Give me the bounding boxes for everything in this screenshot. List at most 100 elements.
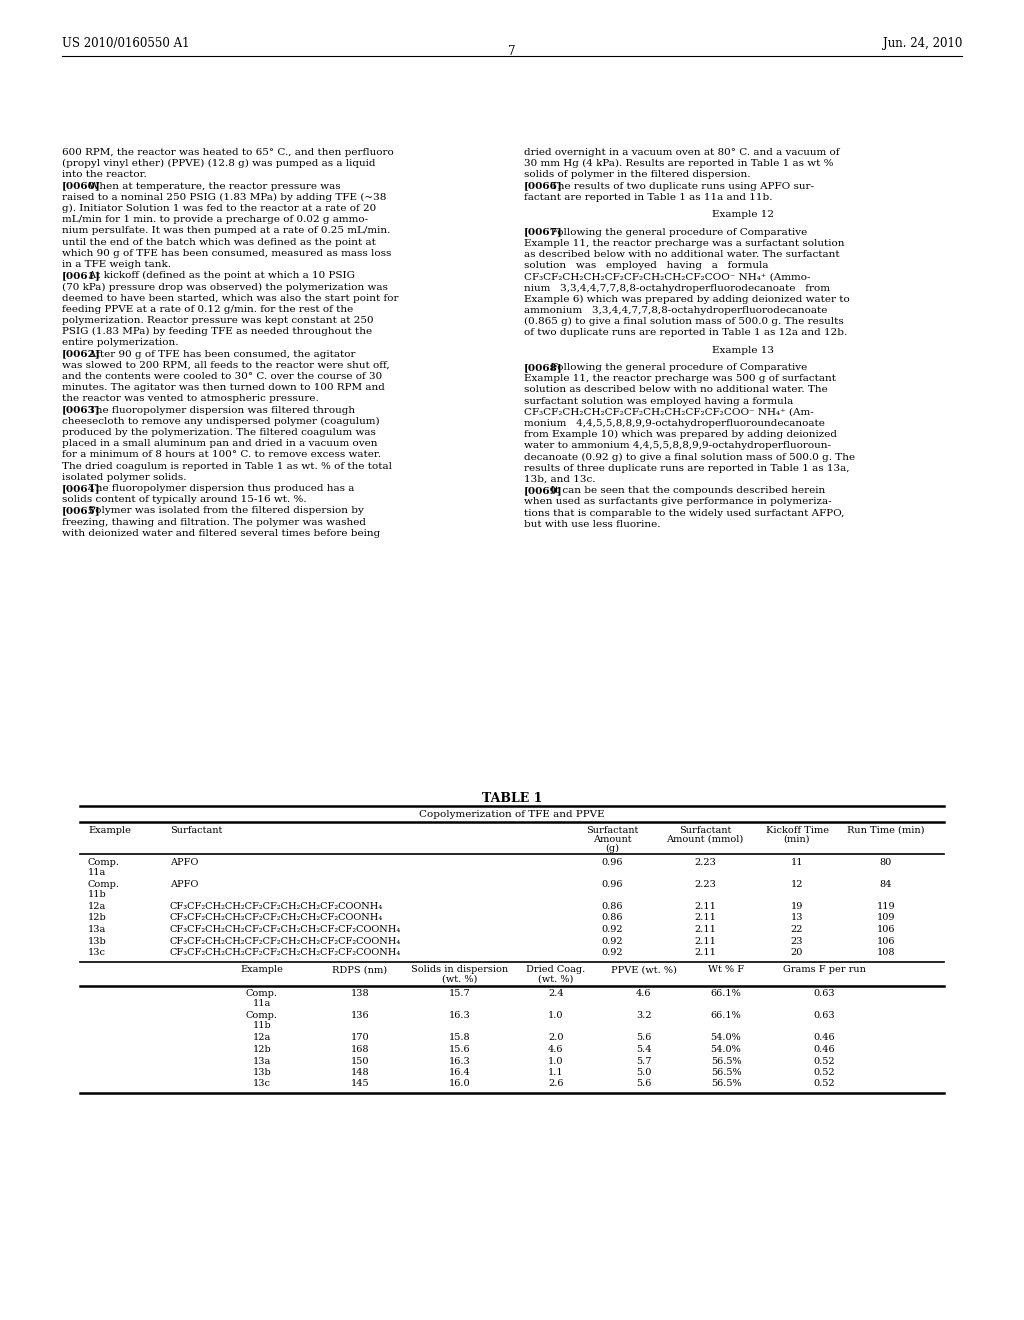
Text: 13c: 13c (253, 1080, 271, 1089)
Text: (min): (min) (783, 836, 810, 843)
Text: Surfactant: Surfactant (586, 826, 638, 836)
Text: (0.865 g) to give a final solution mass of 500.0 g. The results: (0.865 g) to give a final solution mass … (524, 317, 844, 326)
Text: 2.23: 2.23 (694, 858, 716, 867)
Text: 13: 13 (791, 913, 803, 923)
Text: 145: 145 (350, 1080, 370, 1089)
Text: when used as surfactants give performance in polymeriza-: when used as surfactants give performanc… (524, 498, 831, 507)
Text: 11a: 11a (253, 999, 271, 1008)
Text: CF₃CF₂CH₂CH₂CF₂CF₂CH₂CH₂CF₂CF₂COONH₄: CF₃CF₂CH₂CH₂CF₂CF₂CH₂CH₂CF₂CF₂COONH₄ (170, 948, 401, 957)
Text: Amount: Amount (593, 836, 632, 843)
Text: as described below with no additional water. The surfactant: as described below with no additional wa… (524, 249, 840, 259)
Text: 13a: 13a (253, 1056, 271, 1065)
Text: mL/min for 1 min. to provide a precharge of 0.02 g ammo-: mL/min for 1 min. to provide a precharge… (62, 215, 368, 224)
Text: minutes. The agitator was then turned down to 100 RPM and: minutes. The agitator was then turned do… (62, 383, 385, 392)
Text: CF₃CF₂CH₂CH₂CF₂CF₂CH₂CH₂CF₂COONH₄: CF₃CF₂CH₂CH₂CF₂CF₂CH₂CH₂CF₂COONH₄ (170, 913, 383, 923)
Text: 16.4: 16.4 (450, 1068, 471, 1077)
Text: Dried Coag.: Dried Coag. (526, 965, 586, 974)
Text: polymerization. Reactor pressure was kept constant at 250: polymerization. Reactor pressure was kep… (62, 315, 374, 325)
Text: Example: Example (88, 826, 131, 836)
Text: 11a: 11a (88, 869, 106, 876)
Text: CF₃CF₂CH₂CH₂CF₂CF₂CH₂CH₂CF₂CF₂COONH₄: CF₃CF₂CH₂CH₂CF₂CF₂CH₂CH₂CF₂CF₂COONH₄ (170, 925, 401, 935)
Text: 16.3: 16.3 (450, 1056, 471, 1065)
Text: with deionized water and filtered several times before being: with deionized water and filtered severa… (62, 529, 380, 537)
Text: TABLE 1: TABLE 1 (482, 792, 542, 805)
Text: CF₃CF₂CH₂CH₂CF₂CF₂CH₂CH₂CF₂CF₂COONH₄: CF₃CF₂CH₂CH₂CF₂CF₂CH₂CH₂CF₂CF₂COONH₄ (170, 936, 401, 945)
Text: 0.46: 0.46 (813, 1034, 835, 1043)
Text: PPVE (wt. %): PPVE (wt. %) (611, 965, 677, 974)
Text: until the end of the batch which was defined as the point at: until the end of the batch which was def… (62, 238, 376, 247)
Text: When at temperature, the reactor pressure was: When at temperature, the reactor pressur… (79, 182, 340, 190)
Text: Surfactant: Surfactant (170, 826, 222, 836)
Text: 22: 22 (791, 925, 803, 935)
Text: solution as described below with no additional water. The: solution as described below with no addi… (524, 385, 827, 395)
Text: PSIG (1.83 MPa) by feeding TFE as needed throughout the: PSIG (1.83 MPa) by feeding TFE as needed… (62, 327, 372, 337)
Text: APFO: APFO (170, 858, 199, 867)
Text: 15.7: 15.7 (450, 990, 471, 998)
Text: Following the general procedure of Comparative: Following the general procedure of Compa… (541, 227, 807, 236)
Text: 66.1%: 66.1% (711, 1011, 741, 1020)
Text: placed in a small aluminum pan and dried in a vacuum oven: placed in a small aluminum pan and dried… (62, 440, 378, 449)
Text: Example 12: Example 12 (712, 210, 774, 219)
Text: 13c: 13c (88, 948, 106, 957)
Text: the reactor was vented to atmospheric pressure.: the reactor was vented to atmospheric pr… (62, 395, 318, 404)
Text: 15.6: 15.6 (450, 1045, 471, 1053)
Text: Solids in dispersion: Solids in dispersion (412, 965, 509, 974)
Text: solids of polymer in the filtered dispersion.: solids of polymer in the filtered disper… (524, 170, 751, 180)
Text: 4.6: 4.6 (636, 990, 651, 998)
Text: 136: 136 (350, 1011, 370, 1020)
Text: 12a: 12a (88, 902, 106, 911)
Text: 1.1: 1.1 (548, 1068, 564, 1077)
Text: isolated polymer solids.: isolated polymer solids. (62, 473, 186, 482)
Text: 56.5%: 56.5% (711, 1068, 741, 1077)
Text: US 2010/0160550 A1: US 2010/0160550 A1 (62, 37, 189, 50)
Text: 4.6: 4.6 (548, 1045, 564, 1053)
Text: in a TFE weigh tank.: in a TFE weigh tank. (62, 260, 171, 269)
Text: 3.2: 3.2 (636, 1011, 652, 1020)
Text: 2.23: 2.23 (694, 880, 716, 888)
Text: Run Time (min): Run Time (min) (847, 826, 925, 836)
Text: from Example 10) which was prepared by adding deionized: from Example 10) which was prepared by a… (524, 430, 837, 440)
Text: 0.92: 0.92 (601, 948, 623, 957)
Text: 12a: 12a (253, 1034, 271, 1043)
Text: 0.46: 0.46 (813, 1045, 835, 1053)
Text: 20: 20 (791, 948, 803, 957)
Text: results of three duplicate runs are reported in Table 1 as 13a,: results of three duplicate runs are repo… (524, 463, 850, 473)
Text: 2.4: 2.4 (548, 990, 564, 998)
Text: 600 RPM, the reactor was heated to 65° C., and then perfluoro: 600 RPM, the reactor was heated to 65° C… (62, 148, 394, 157)
Text: decanoate (0.92 g) to give a final solution mass of 500.0 g. The: decanoate (0.92 g) to give a final solut… (524, 453, 855, 462)
Text: 2.11: 2.11 (694, 913, 716, 923)
Text: entire polymerization.: entire polymerization. (62, 338, 178, 347)
Text: 12b: 12b (88, 913, 106, 923)
Text: 11b: 11b (88, 890, 106, 899)
Text: 0.52: 0.52 (813, 1080, 835, 1089)
Text: CF₃CF₂CH₂CH₂CF₂CF₂CH₂CH₂CF₂COO⁻ NH₄⁺ (Ammo-: CF₃CF₂CH₂CH₂CF₂CF₂CH₂CH₂CF₂COO⁻ NH₄⁺ (Am… (524, 272, 811, 281)
Text: 56.5%: 56.5% (711, 1080, 741, 1089)
Text: cheesecloth to remove any undispersed polymer (coagulum): cheesecloth to remove any undispersed po… (62, 417, 380, 426)
Text: was slowed to 200 RPM, all feeds to the reactor were shut off,: was slowed to 200 RPM, all feeds to the … (62, 360, 389, 370)
Text: The fluoropolymer dispersion thus produced has a: The fluoropolymer dispersion thus produc… (79, 484, 354, 492)
Text: 0.63: 0.63 (813, 1011, 835, 1020)
Text: [0060]: [0060] (62, 182, 100, 190)
Text: (g): (g) (605, 843, 618, 853)
Text: 5.4: 5.4 (636, 1045, 651, 1053)
Text: 54.0%: 54.0% (711, 1034, 741, 1043)
Text: 12b: 12b (253, 1045, 271, 1053)
Text: 170: 170 (350, 1034, 370, 1043)
Text: 5.6: 5.6 (636, 1080, 651, 1089)
Text: 150: 150 (351, 1056, 370, 1065)
Text: 19: 19 (791, 902, 803, 911)
Text: 2.0: 2.0 (548, 1034, 564, 1043)
Text: 5.7: 5.7 (636, 1056, 651, 1065)
Text: feeding PPVE at a rate of 0.12 g/min. for the rest of the: feeding PPVE at a rate of 0.12 g/min. fo… (62, 305, 353, 314)
Text: surfactant solution was employed having a formula: surfactant solution was employed having … (524, 396, 794, 405)
Text: Example 13: Example 13 (712, 346, 774, 355)
Text: 5.6: 5.6 (636, 1034, 651, 1043)
Text: Copolymerization of TFE and PPVE: Copolymerization of TFE and PPVE (419, 810, 605, 818)
Text: [0067]: [0067] (524, 227, 563, 236)
Text: [0062]: [0062] (62, 350, 100, 359)
Text: 1.0: 1.0 (548, 1056, 564, 1065)
Text: 109: 109 (877, 913, 895, 923)
Text: (wt. %): (wt. %) (442, 974, 477, 983)
Text: 168: 168 (351, 1045, 370, 1053)
Text: factant are reported in Table 1 as 11a and 11b.: factant are reported in Table 1 as 11a a… (524, 193, 772, 202)
